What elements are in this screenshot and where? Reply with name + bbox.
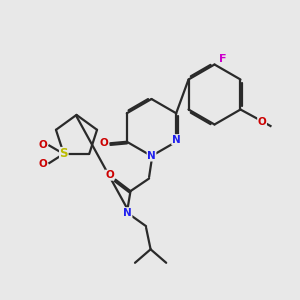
Text: O: O xyxy=(38,159,47,169)
Text: N: N xyxy=(172,135,181,145)
Text: O: O xyxy=(99,138,108,148)
Text: S: S xyxy=(60,148,68,160)
Text: O: O xyxy=(105,170,114,180)
Text: O: O xyxy=(258,117,266,127)
Text: F: F xyxy=(219,54,227,64)
Text: N: N xyxy=(123,208,132,218)
Text: N: N xyxy=(147,151,156,161)
Text: O: O xyxy=(38,140,47,150)
